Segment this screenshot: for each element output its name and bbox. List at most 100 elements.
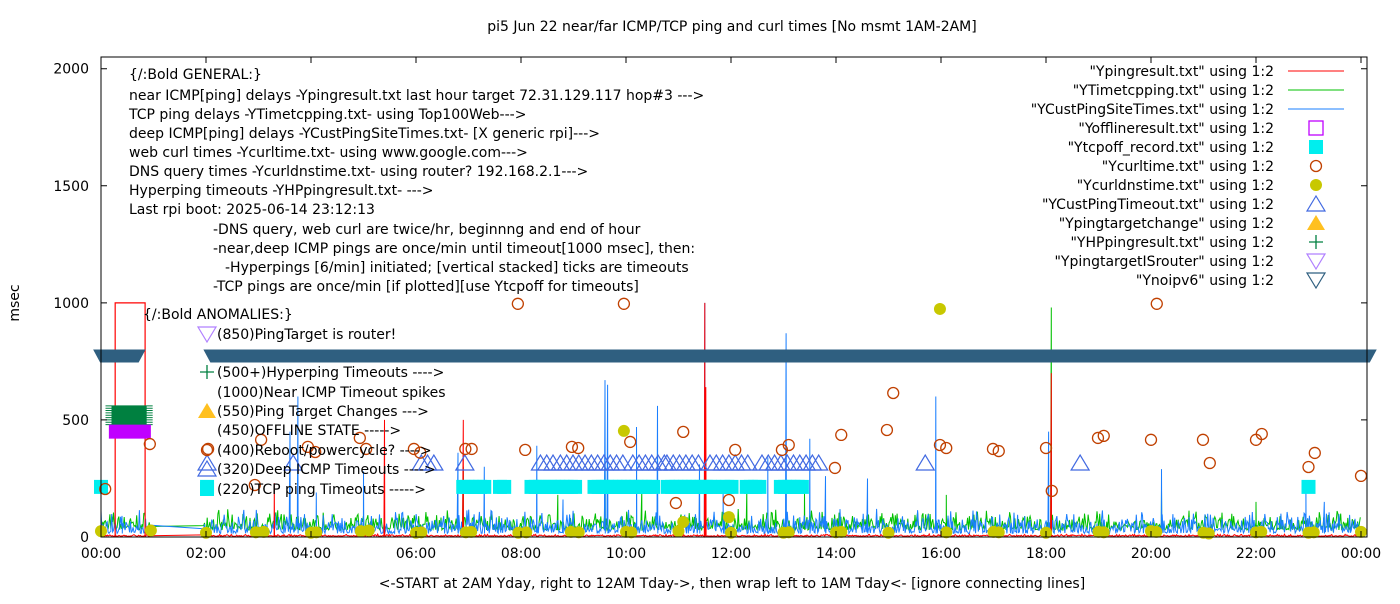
anomaly-annotation-line: (1000)Near ICMP Timeout spikes: [217, 385, 446, 401]
x-tick-label: 06:00: [396, 546, 436, 562]
curl-time-point: [1039, 441, 1053, 455]
curl-time-point: [1091, 431, 1105, 445]
deep-icmp-timeout-point: [796, 453, 817, 471]
curl-time-point: [1308, 446, 1321, 460]
deep-icmp-timeout-point: [783, 453, 804, 471]
curl-time-point: [828, 461, 842, 475]
curl-time-point: [99, 482, 112, 496]
deep-icmp-timeout-point: [688, 453, 709, 471]
curl-time-point: [887, 386, 900, 400]
curl-time-point: [782, 438, 795, 452]
curl-time-point: [677, 425, 690, 439]
deep-icmp-timeout-point: [777, 453, 798, 471]
dns-time-point: [835, 525, 848, 538]
general-annotation-line: -Hyperpings [6/min] initiated; [vertical…: [225, 260, 689, 276]
general-annotation-line: {/:Bold GENERAL:}: [129, 67, 262, 83]
legend-entry-label: "Ynoipv6" using 1:2: [1136, 273, 1274, 289]
general-annotation-line: Last rpi boot: 2025-06-14 23:12:13: [129, 202, 375, 218]
deep-icmp-timeout-point: [718, 453, 739, 471]
deep-icmp-timeout-point: [706, 453, 727, 471]
deep-icmp-timeout-point: [587, 453, 608, 471]
curl-time-point: [309, 445, 322, 459]
curl-time-point: [359, 442, 373, 456]
tcp-timeout-point: [794, 479, 809, 494]
dns-time-point: [144, 524, 157, 537]
anomaly-annotation-line: (450)OFFLINE STATE ----->: [217, 423, 401, 439]
deep-icmp-timeout-point: [581, 453, 602, 471]
dns-time-point: [465, 525, 478, 538]
dns-time-point: [415, 526, 428, 539]
anomaly-annotation-line: (220)TCP ping Timeouts ----->: [217, 482, 426, 498]
y-tick-label: 2000: [53, 62, 89, 78]
y-tick-label: 0: [80, 530, 89, 546]
deep-icmp-timeout-point: [622, 453, 643, 471]
curl-time-point: [624, 435, 637, 449]
curl-time-point: [254, 433, 268, 446]
dns-time-point: [362, 524, 375, 537]
legend-entry-label: "YTimetcpping.txt" using 1:2: [1073, 83, 1274, 99]
deep-icmp-timeout-point: [737, 453, 758, 471]
legend-plus-icon: [1309, 235, 1323, 249]
legend-open-circle-icon: [1309, 159, 1323, 173]
dns-time-point: [882, 526, 895, 539]
x-tick-label: 08:00: [501, 546, 541, 562]
noipv6-marker-band: [93, 349, 146, 363]
curl-time-point: [1354, 469, 1368, 483]
curl-time-point: [880, 423, 894, 437]
anomaly-marker-open-triangle-up-icon: [196, 459, 218, 477]
noipv6-marker-band: [203, 349, 1377, 363]
anomaly-annotation-line: (550)Ping Target Changes --->: [217, 404, 429, 420]
deep-icmp-timeout-point: [283, 453, 304, 471]
deep-icmp-timeout-point: [663, 453, 684, 471]
curl-time-point: [465, 442, 478, 456]
dns-time-point: [1202, 527, 1215, 540]
curl-time-point: [1255, 427, 1268, 441]
curl-time-point: [519, 443, 532, 457]
dns-time-point: [933, 302, 946, 315]
deep-icmp-timeout-point: [423, 453, 444, 471]
deep-icmp-timeout-point: [629, 453, 650, 471]
dns-time-point: [310, 526, 323, 539]
deep-icmp-timeout-point: [682, 453, 703, 471]
deep-icmp-timeout-point: [802, 453, 823, 471]
dns-time-point: [1097, 526, 1110, 539]
anomaly-annotation-line: (400)Reboot/powercycle? ---->: [217, 443, 432, 459]
deep-icmp-timeout-point: [635, 453, 656, 471]
x-tick-label: 00:00: [1341, 546, 1381, 562]
curl-time-point: [933, 438, 947, 452]
x-tick-label: 00:00: [81, 546, 121, 562]
legend-entry-label: "Ypingresult.txt" using 1:2: [1089, 64, 1274, 80]
dns-time-point: [1150, 525, 1163, 538]
deep-icmp-timeout-point: [1070, 453, 1091, 471]
curl-time-point: [1150, 297, 1163, 310]
general-annotation-line: -near,deep ICMP pings are once/min until…: [213, 241, 695, 257]
tcp-timeout-point: [1301, 479, 1316, 494]
deep-icmp-timeout-point: [915, 453, 936, 471]
dns-time-point: [782, 526, 795, 539]
deep-icmp-timeout-point: [530, 453, 551, 471]
noipv6-band: [93, 349, 1377, 363]
deep-icmp-timeout-point: [656, 453, 678, 471]
legend-entry-label: "YCustPingTimeout.txt" using 1:2: [1042, 197, 1274, 213]
legend-entry-label: "YHPpingresult.txt" using 1:2: [1070, 235, 1274, 251]
curl-time-point: [1144, 433, 1158, 446]
anomaly-annotation-line: (320)Deep ICMP Timeouts ---->: [217, 462, 436, 478]
legend-open-triangle-up-icon: [1305, 194, 1327, 212]
curl-time-point: [1097, 429, 1110, 442]
y-tick-label: 500: [62, 413, 89, 429]
anomaly-marker-filled-triangle-up-icon: [198, 403, 216, 418]
legend-open-square-icon: [1308, 120, 1324, 136]
deep-icmp-timeout-point: [574, 453, 596, 471]
anomaly-annotation-line: (850)PingTarget is router!: [217, 327, 396, 343]
plot-frame: [100, 56, 1368, 538]
tcp-timeout-point: [477, 479, 492, 494]
curl-time-point: [1302, 460, 1315, 474]
annotations: {/:Bold GENERAL:} near ICMP[ping] delays …: [128, 67, 704, 498]
legend-open-triangle-down-icon: [1305, 272, 1327, 290]
legend-entry-label: "Ypingtargetchange" using 1:2: [1059, 216, 1274, 232]
curl-time-point: [201, 442, 215, 456]
curl-time-point: [722, 493, 736, 507]
curl-time-point: [572, 441, 585, 455]
curl-time-point: [835, 428, 848, 442]
dns-time-point: [672, 525, 685, 538]
